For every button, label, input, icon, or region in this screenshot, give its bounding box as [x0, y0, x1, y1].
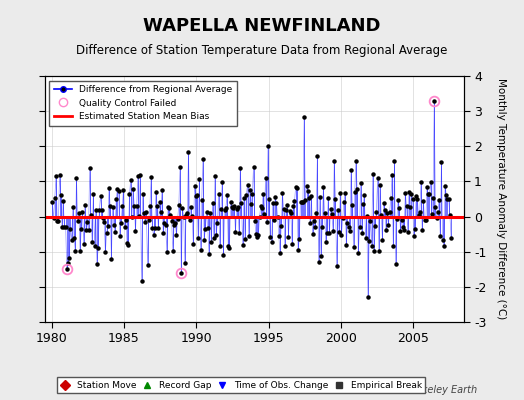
Legend: Station Move, Record Gap, Time of Obs. Change, Empirical Break: Station Move, Record Gap, Time of Obs. C… [57, 377, 425, 394]
Text: Difference of Station Temperature Data from Regional Average: Difference of Station Temperature Data f… [77, 44, 447, 57]
Legend: Difference from Regional Average, Quality Control Failed, Estimated Station Mean: Difference from Regional Average, Qualit… [49, 80, 237, 126]
Y-axis label: Monthly Temperature Anomaly Difference (°C): Monthly Temperature Anomaly Difference (… [496, 78, 506, 320]
Text: Berkeley Earth: Berkeley Earth [405, 385, 477, 395]
Text: WAPELLA NEWFINLAND: WAPELLA NEWFINLAND [143, 17, 381, 35]
